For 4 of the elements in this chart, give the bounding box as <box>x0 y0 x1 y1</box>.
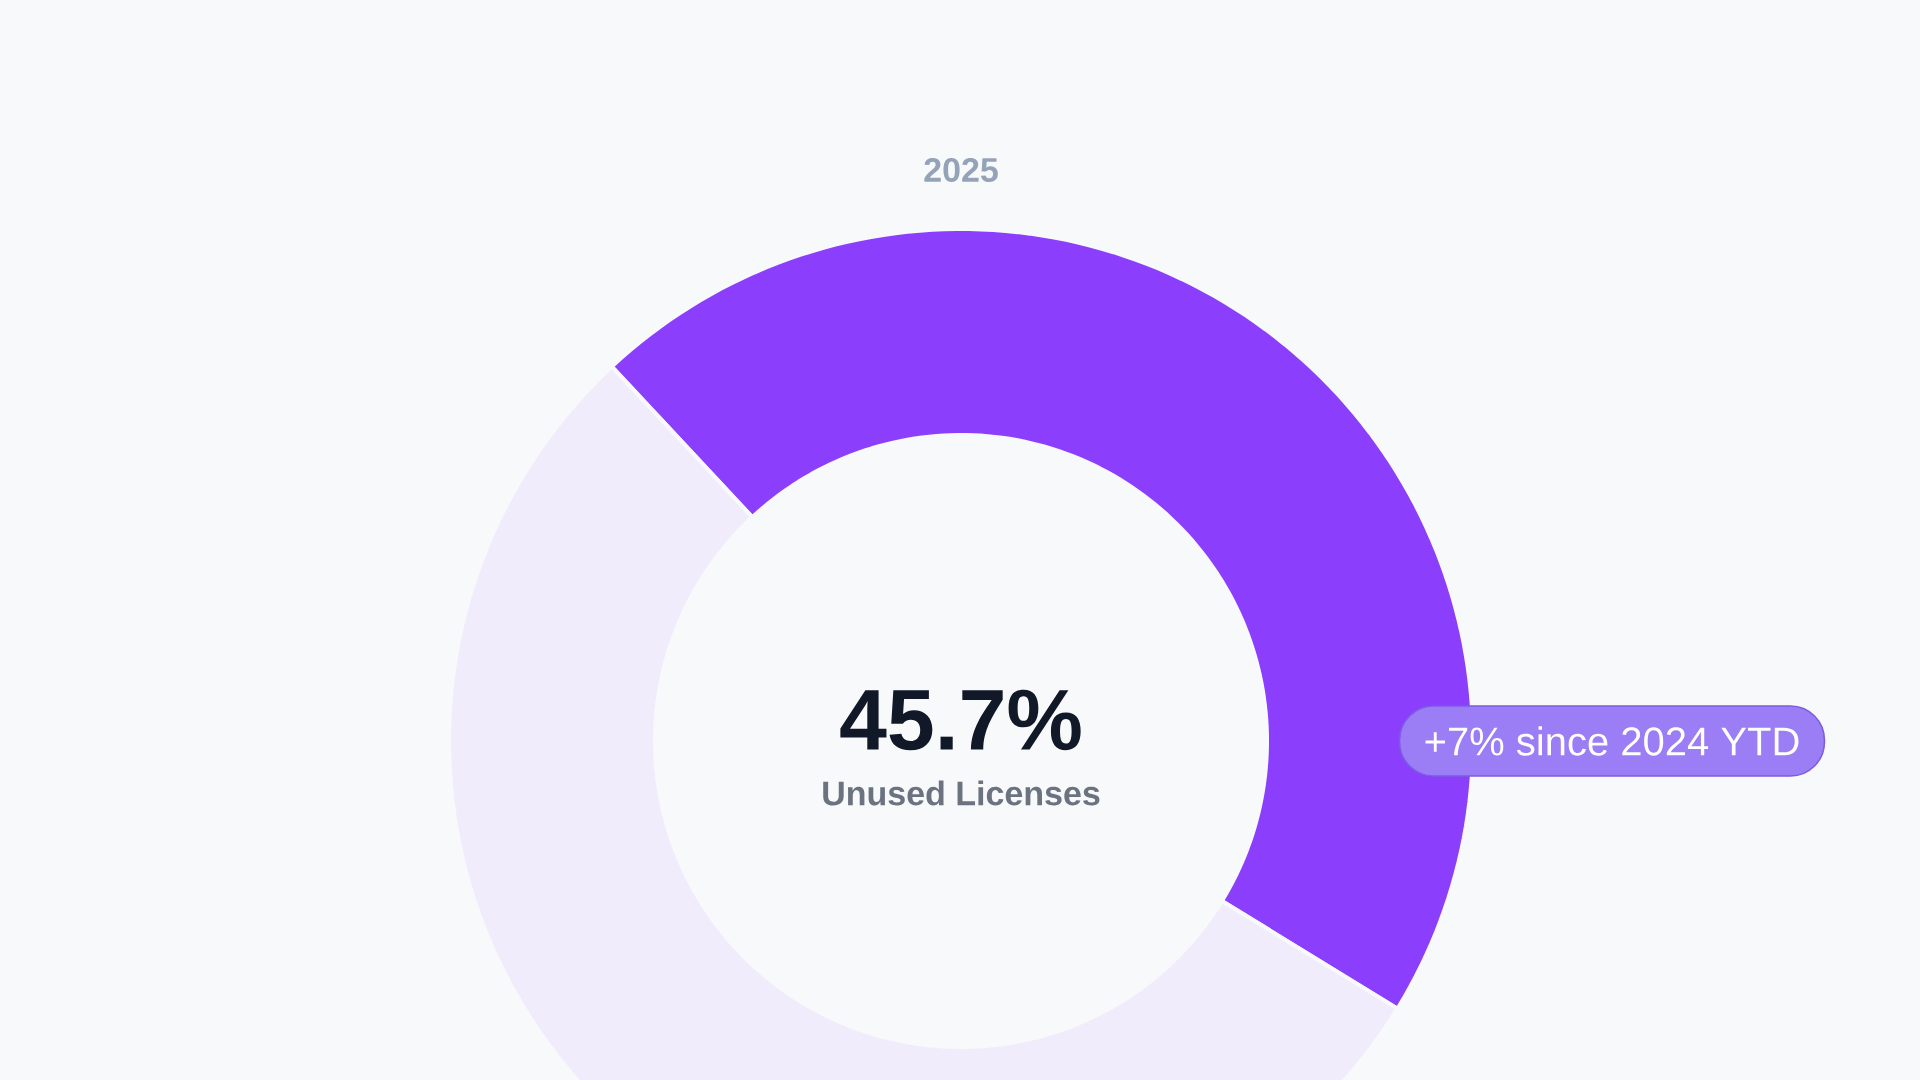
chart-title: 2025 <box>924 157 998 183</box>
data-label: 45.7% <box>840 689 1081 751</box>
text: +7% since 2024 YTD <box>1425 726 1799 756</box>
text: Unused Licenses <box>823 780 1100 806</box>
